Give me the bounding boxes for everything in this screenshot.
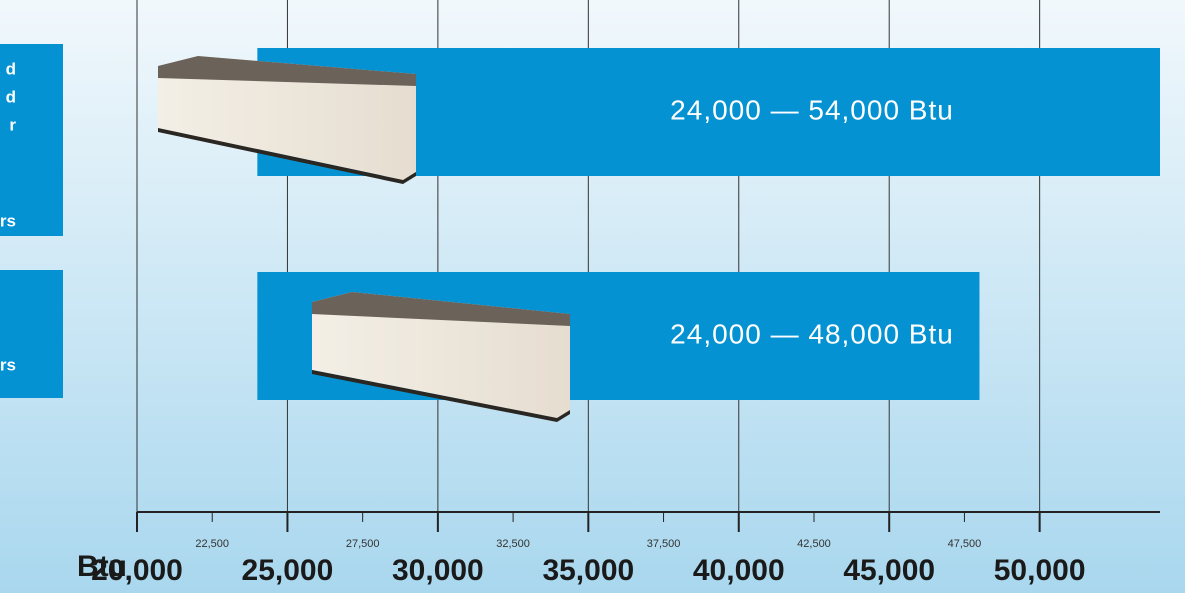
x-tick-label: 25,000 — [242, 554, 334, 587]
bar-label: 24,000 — 48,000 Btu — [670, 318, 954, 349]
x-tick-label: 30,000 — [392, 554, 484, 587]
minor-tick-label: 27,500 — [346, 538, 380, 550]
minor-tick-label: 32,500 — [496, 538, 530, 550]
side-label: rs — [0, 355, 16, 374]
minor-tick-label: 37,500 — [647, 538, 681, 550]
side-label: d — [6, 59, 16, 78]
x-tick-label: 50,000 — [994, 554, 1086, 587]
minor-tick-label: 22,500 — [195, 538, 229, 550]
side-label: rs — [0, 211, 16, 230]
side-panel — [0, 270, 63, 398]
bar-label: 24,000 — 54,000 Btu — [670, 94, 954, 125]
product-images — [158, 56, 570, 422]
x-tick-label: 20,000 — [91, 554, 183, 587]
side-label: r — [9, 115, 16, 134]
x-tick-label: 35,000 — [542, 554, 634, 587]
side-panel — [0, 44, 63, 236]
x-tick-label: 45,000 — [843, 554, 935, 587]
minor-tick-label: 42,500 — [797, 538, 831, 550]
minor-tick-label: 47,500 — [948, 538, 982, 550]
axis-label: Btu — [77, 550, 127, 583]
side-label: d — [6, 87, 16, 106]
x-tick-label: 40,000 — [693, 554, 785, 587]
